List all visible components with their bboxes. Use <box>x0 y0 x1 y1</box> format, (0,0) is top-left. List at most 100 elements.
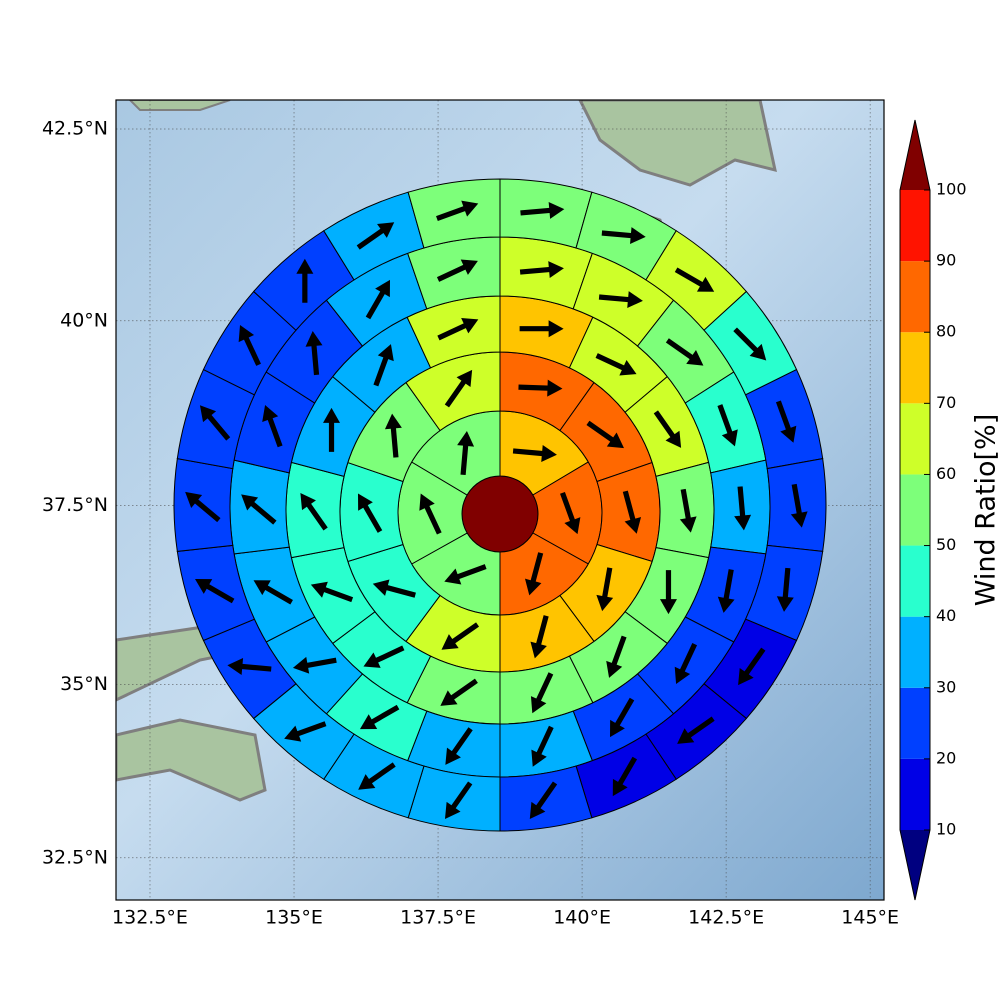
colorbar-bin <box>900 332 930 404</box>
colorbar-bin <box>900 687 930 759</box>
y-tick-label: 40°N <box>60 309 108 331</box>
wind-arrow <box>612 756 638 797</box>
wind-arrow <box>241 494 277 525</box>
wind-arrow <box>238 324 261 366</box>
wind-arrow <box>310 581 354 603</box>
wind-arrow <box>524 552 544 596</box>
wind-arrow <box>606 635 627 678</box>
colorbar-tick-label: 40 <box>936 606 956 625</box>
wind-arrow <box>790 483 808 528</box>
wind-arrow <box>373 344 394 387</box>
polar-grid <box>173 178 827 832</box>
wind-arrow <box>659 570 677 615</box>
wind-arrow <box>596 567 614 612</box>
wind-arrow <box>356 222 395 250</box>
wind-arrow <box>437 318 479 341</box>
y-tick-label: 37.5°N <box>42 494 108 516</box>
wind-arrow <box>677 716 715 744</box>
wind-arrow <box>305 331 323 376</box>
wind-arrow <box>674 643 698 684</box>
wind-arrow <box>372 579 416 598</box>
wind-arrow <box>598 291 643 308</box>
wind-arrow <box>520 201 565 219</box>
wind-arrow <box>384 413 402 458</box>
wind-arrow <box>440 678 478 706</box>
grid-cell <box>499 178 593 249</box>
wind-arrow <box>262 405 283 448</box>
colorbar-bin <box>900 261 930 333</box>
colorbar-label: Wind Ratio[%] <box>971 414 1000 606</box>
land <box>116 718 267 802</box>
wind-arrow <box>610 697 635 738</box>
wind-arrow <box>358 493 383 533</box>
axes: 132.5°E 135°E 137.5°E 140°E 142.5°E 145°E 32.5… <box>42 118 899 929</box>
wind-arrow <box>292 656 337 674</box>
x-tick-label: 145°E <box>841 907 899 929</box>
colorbar-bin <box>900 474 930 546</box>
wind-arrow <box>776 567 794 612</box>
wind-arrow <box>717 569 735 613</box>
colorbar-bin <box>900 758 930 830</box>
wind-arrow <box>359 704 400 730</box>
wind-arrow <box>365 279 390 320</box>
colorbar-tick-label: 20 <box>936 748 956 767</box>
colorbar-bin <box>900 190 930 262</box>
colorbar-tick-label: 90 <box>936 251 956 270</box>
wind-arrow <box>444 781 473 819</box>
x-tick-label: 132.5°E <box>112 907 188 929</box>
wind-arrow <box>519 261 564 279</box>
wind-arrow <box>358 762 396 790</box>
wind-arrow <box>738 647 766 686</box>
y-tick-label: 35°N <box>60 673 108 695</box>
y-tick-label: 32.5°N <box>42 846 108 868</box>
wind-arrow <box>363 645 405 668</box>
wind-arrow <box>195 578 235 604</box>
colorbar-tick-label: 60 <box>936 464 956 483</box>
colorbar-tick-label: 10 <box>936 820 956 839</box>
wind-arrow <box>622 490 642 534</box>
colorbar-bin <box>900 616 930 688</box>
wind-arrow <box>734 486 752 531</box>
colorbar-tick-label: 100 <box>936 180 967 199</box>
wind-arrow <box>530 672 554 714</box>
wind-arrow <box>436 200 479 222</box>
wind-arrow <box>775 400 797 443</box>
wind-arrow <box>586 420 625 449</box>
wind-arrow <box>519 320 564 338</box>
wind-arrow <box>419 493 442 535</box>
wind-arrow <box>679 488 697 533</box>
wind-arrow <box>444 564 487 585</box>
colorbar-tick-label: 80 <box>936 322 956 341</box>
wind-arrow <box>595 353 637 376</box>
colorbar-under <box>900 830 930 900</box>
wind-arrow <box>529 781 558 819</box>
wind-arrow <box>436 259 478 282</box>
colorbar-bin <box>900 403 930 475</box>
x-tick-label: 137.5°E <box>400 907 476 929</box>
wind-arrow <box>441 622 480 650</box>
x-tick-label: 142.5°E <box>688 907 764 929</box>
wind-arrow <box>185 491 221 523</box>
wind-arrow <box>227 658 272 675</box>
wind-arrow <box>560 491 581 535</box>
plot-frame <box>115 99 885 901</box>
wind-arrow <box>601 227 646 245</box>
colorbar: 10 20 30 40 50 60 70 80 90 100 <box>899 119 967 901</box>
colorbar-over <box>900 120 930 190</box>
wind-arrows <box>185 200 808 819</box>
wind-arrow <box>323 407 341 452</box>
wind-arrow <box>512 445 557 462</box>
wind-arrow <box>444 369 473 408</box>
y-tick-label: 42.5°N <box>42 118 108 140</box>
colorbar-tick-label: 70 <box>936 393 956 412</box>
colorbar-bin <box>900 545 930 617</box>
wind-arrow <box>530 615 549 659</box>
wind-arrow <box>296 258 314 303</box>
colorbar-tick-label: 50 <box>936 535 956 554</box>
wind-arrow <box>665 338 704 366</box>
wind-arrow <box>253 580 293 605</box>
wind-arrow <box>457 430 475 476</box>
wind-arrow <box>445 727 473 765</box>
x-tick-label: 140°E <box>553 907 611 929</box>
